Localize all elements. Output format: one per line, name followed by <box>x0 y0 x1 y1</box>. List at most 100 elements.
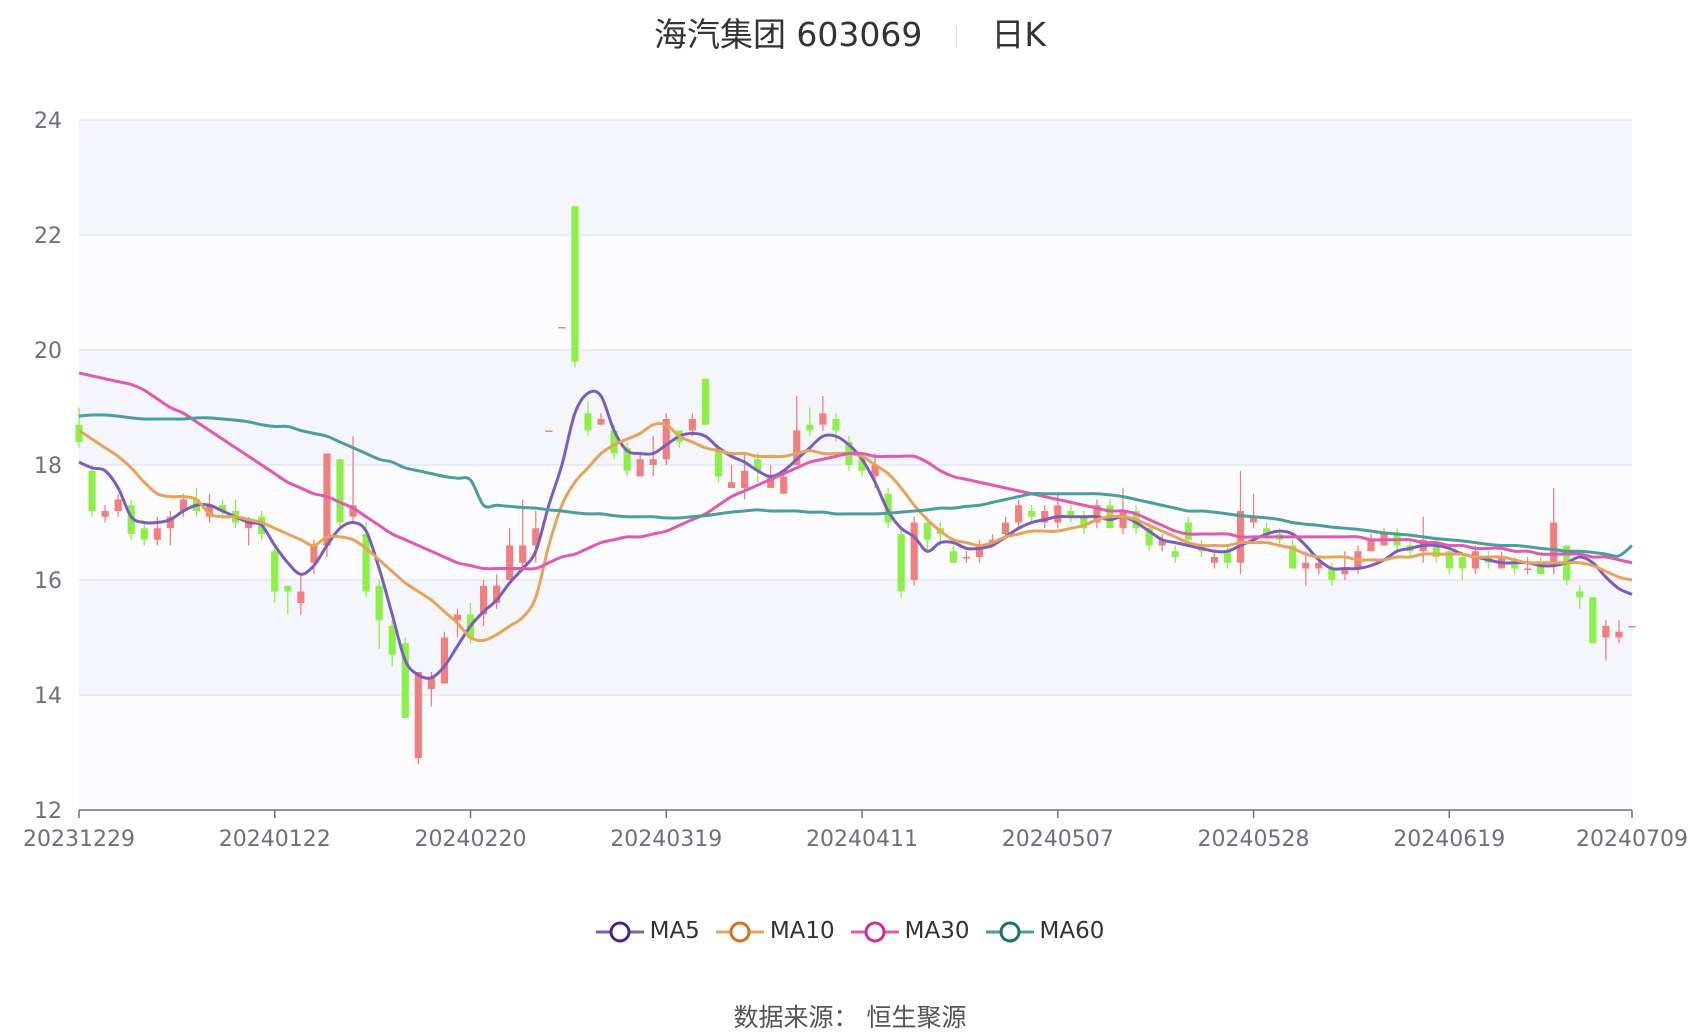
x-tick-label: 20240709 <box>1576 827 1688 852</box>
title-separator <box>956 25 958 48</box>
candle <box>493 574 501 609</box>
candle-body <box>871 465 879 477</box>
candle-body <box>245 522 253 529</box>
candle-body <box>271 551 279 592</box>
candle-body <box>1028 511 1036 517</box>
candle-body <box>1315 562 1323 569</box>
candle <box>101 505 109 523</box>
y-tick-label: 24 <box>34 109 62 134</box>
candle-body <box>297 591 305 603</box>
plot-band <box>79 580 1632 695</box>
candle <box>910 516 918 586</box>
candle <box>571 206 579 368</box>
candle-body <box>714 447 723 477</box>
candle-body <box>1184 522 1192 540</box>
candle <box>1249 493 1258 529</box>
y-tick-label: 16 <box>34 569 62 594</box>
candle-body <box>662 419 670 460</box>
legend-label: MA30 <box>904 918 970 944</box>
candle <box>1471 545 1479 575</box>
candle-body <box>1262 528 1271 534</box>
legend-item-ma60[interactable]: MA60 <box>985 918 1105 944</box>
candle <box>636 453 644 477</box>
candle-body <box>166 516 174 529</box>
legend: MA5 MA10 MA30 MA60 <box>0 918 1700 944</box>
candle-body <box>427 677 435 690</box>
candle <box>336 459 344 529</box>
legend-label: MA60 <box>1039 918 1105 944</box>
candle-body <box>897 534 905 592</box>
candle <box>1628 626 1636 628</box>
x-tick-label: 20240122 <box>219 827 331 852</box>
candle-body <box>623 447 631 471</box>
candle-body <box>649 459 657 465</box>
candle <box>166 511 174 546</box>
candle <box>388 620 396 667</box>
candle-body <box>218 505 227 511</box>
candle <box>297 574 305 615</box>
candle <box>1589 597 1597 644</box>
chart-title: 海汽集团 603069 日K <box>0 8 1700 56</box>
candle-body <box>1289 545 1297 569</box>
candle <box>1602 620 1610 661</box>
candle-body <box>962 557 971 559</box>
candle-body <box>1328 568 1336 580</box>
candle-body <box>701 378 710 425</box>
candle <box>1093 499 1101 529</box>
candle-body <box>545 430 553 432</box>
x-axis: 20231229 20240122 20240220 20240319 20240411… <box>23 809 1688 852</box>
x-tick-label: 20240528 <box>1198 827 1310 852</box>
candle-body <box>610 430 618 454</box>
y-tick-label: 12 <box>34 799 62 824</box>
candle <box>114 493 122 517</box>
candle <box>506 528 514 580</box>
candle <box>88 465 96 517</box>
candle-body <box>571 206 579 362</box>
y-tick-label: 14 <box>34 684 62 709</box>
y-tick-label: 18 <box>34 454 62 479</box>
plot-band <box>79 350 1632 465</box>
data-source: 数据来源： 恒生聚源 <box>733 1003 967 1032</box>
x-tick-label: 20240220 <box>415 827 527 852</box>
candle <box>1576 585 1584 609</box>
candle-body <box>949 551 957 563</box>
legend-item-ma10[interactable]: MA10 <box>715 918 835 944</box>
candle-body <box>362 534 370 592</box>
candle <box>1458 551 1466 580</box>
candle-body <box>1615 631 1623 638</box>
candle <box>479 580 488 626</box>
candle <box>414 672 422 764</box>
candle <box>1041 505 1049 529</box>
candle-body <box>1054 505 1062 523</box>
candle <box>1524 557 1532 575</box>
candle-body <box>727 482 736 488</box>
candle-body <box>75 424 83 442</box>
candle <box>1302 551 1310 586</box>
candle-body <box>1589 597 1597 644</box>
candle <box>1223 545 1232 569</box>
candle-body <box>401 643 409 718</box>
stock-name: 海汽集团 603069 <box>653 15 923 54</box>
candle <box>218 499 227 517</box>
candle-body <box>558 327 566 329</box>
candle <box>205 493 214 523</box>
candle <box>806 407 814 437</box>
candle <box>1550 488 1558 575</box>
legend-label: MA10 <box>769 918 835 944</box>
candle-body <box>832 419 840 431</box>
candle <box>127 499 135 540</box>
candle-body <box>205 505 214 517</box>
series-line-ma60 <box>78 413 1633 558</box>
candle-body <box>506 545 514 580</box>
candle <box>75 407 83 448</box>
candle <box>975 539 984 563</box>
candle-body <box>793 430 801 465</box>
candle <box>375 580 383 649</box>
legend-item-ma30[interactable]: MA30 <box>850 918 970 944</box>
candle <box>754 453 762 483</box>
candle <box>1080 511 1088 534</box>
candle-body <box>388 626 396 655</box>
legend-item-ma5[interactable]: MA5 <box>595 918 700 944</box>
candle <box>1145 522 1153 552</box>
candle <box>1615 620 1623 644</box>
